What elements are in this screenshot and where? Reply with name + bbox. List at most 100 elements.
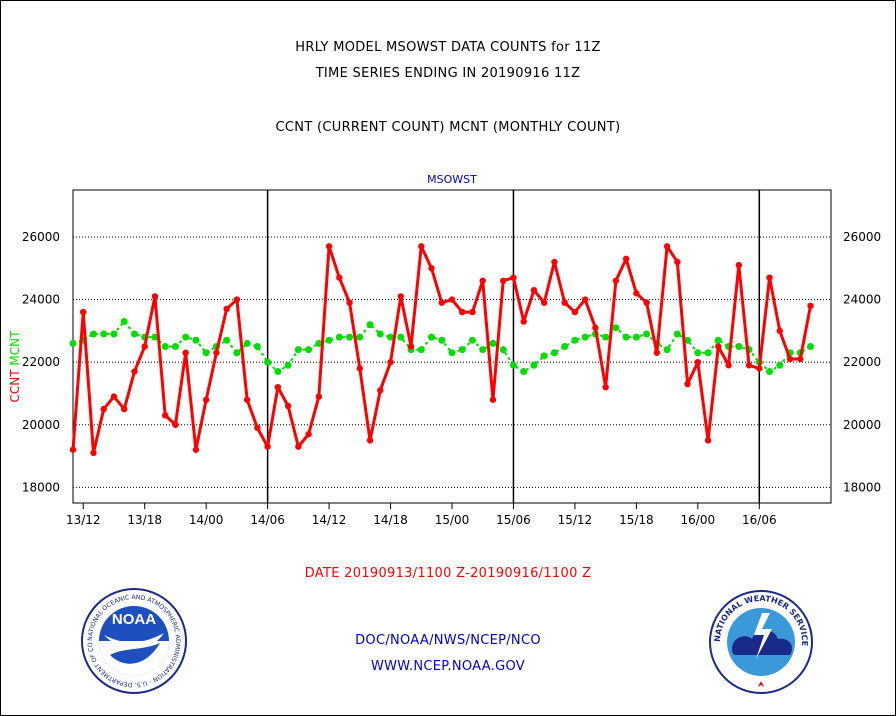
point-ccnt [725,362,732,369]
point-ccnt [428,265,435,272]
y-tick-label-right: 22000 [843,355,881,369]
x-tick-label: 14/06 [250,513,285,527]
point-ccnt [418,243,425,250]
point-ccnt [223,305,230,313]
point-ccnt [766,274,773,281]
point-ccnt [325,243,333,250]
point-ccnt [305,430,312,438]
point-ccnt [80,308,87,316]
y-tick-label-left: 18000 [22,480,60,494]
point-mcnt [356,333,364,341]
point-mcnt [509,361,517,369]
point-ccnt [243,396,251,403]
point-ccnt [776,327,783,335]
point-ccnt [622,255,630,263]
point-ccnt [735,261,743,269]
y-axis-label-ccnt: CCNT [8,369,22,403]
point-mcnt [776,361,784,369]
y-tick-label-right: 18000 [843,480,881,494]
point-ccnt [540,299,548,306]
point-mcnt [673,330,681,338]
point-ccnt [797,355,804,363]
point-ccnt [602,383,609,391]
x-tick-label: 16/06 [742,513,777,527]
org-label: DOC/NOAA/NWS/NCEP/NCO [355,633,541,648]
point-mcnt [520,368,528,376]
point-ccnt [448,296,456,303]
point-mcnt [550,349,558,357]
point-ccnt [479,277,486,284]
point-mcnt [694,349,702,357]
point-mcnt [632,333,640,341]
point-ccnt [182,349,189,356]
point-ccnt [663,243,671,250]
point-mcnt [294,346,302,354]
point-ccnt [315,393,323,400]
point-ccnt [387,358,394,366]
point-mcnt [581,333,589,341]
header-line-2: TIME SERIES ENDING IN 20190916 11Z [315,66,581,81]
point-ccnt [786,355,794,363]
point-mcnt [366,321,374,329]
point-mcnt [284,361,292,369]
point-mcnt [540,352,548,360]
point-ccnt [643,299,650,306]
point-mcnt [110,330,118,338]
point-ccnt [807,302,814,310]
y-tick-label-left: 24000 [22,293,60,307]
point-mcnt [530,361,538,369]
point-ccnt [756,365,763,372]
point-ccnt [510,274,517,281]
point-mcnt [346,333,354,341]
y-axis-label: CCNT MCNT [8,330,22,403]
point-mcnt [428,333,436,341]
y-tick-label-right: 26000 [843,230,881,244]
point-mcnt [243,339,251,347]
point-mcnt [735,343,743,350]
point-mcnt [161,343,169,350]
point-ccnt [233,296,241,303]
point-ccnt [704,437,712,444]
point-ccnt [694,358,702,366]
x-tick-label: 15/06 [496,513,531,527]
point-mcnt [417,346,425,354]
x-tick-label: 16/00 [681,513,716,527]
point-ccnt [530,286,538,294]
point-mcnt [223,336,231,344]
point-ccnt [346,299,353,306]
point-mcnt [182,333,190,341]
point-mcnt [89,330,97,338]
point-mcnt [663,346,671,354]
point-mcnt [684,336,692,344]
point-ccnt [653,349,661,356]
y-tick-label-left: 22000 [22,355,60,369]
y-tick-label-left: 20000 [22,418,60,432]
point-ccnt [489,396,497,403]
point-ccnt [121,405,128,413]
point-mcnt [202,349,210,357]
point-mcnt [151,333,159,341]
point-mcnt [376,330,384,338]
point-mcnt [335,333,343,341]
point-mcnt [192,336,200,344]
x-tick-label: 15/18 [619,513,654,527]
point-ccnt [336,274,343,281]
point-ccnt [715,343,722,350]
point-ccnt [520,318,527,325]
point-mcnt [766,368,774,376]
point-mcnt [325,336,333,344]
point-ccnt [356,365,364,372]
point-ccnt [213,349,220,356]
point-ccnt [161,412,169,419]
point-mcnt [561,343,569,350]
point-ccnt [172,421,179,428]
point-ccnt [90,449,97,457]
nws-logo: NATIONAL WEATHER SERVICE [709,590,813,694]
header-line-3: CCNT (CURRENT COUNT) MCNT (MONTHLY COUNT… [275,120,621,135]
x-tick-label: 15/12 [558,513,593,527]
point-mcnt [468,336,476,344]
y-tick-label-right: 24000 [843,293,881,307]
point-mcnt [612,324,620,332]
y-tick-label-right: 20000 [843,418,881,432]
